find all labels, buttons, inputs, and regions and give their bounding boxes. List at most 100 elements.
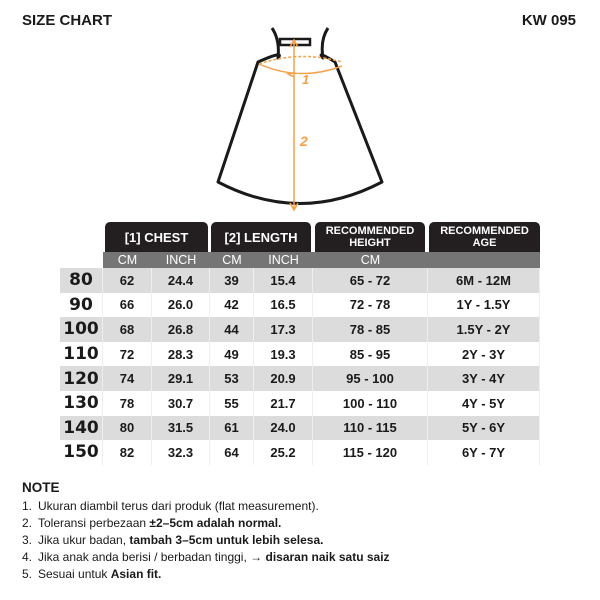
cell-size: 150 (60, 440, 103, 465)
cell-age: 6M - 12M (428, 268, 540, 293)
header-length: [2] LENGTH (211, 222, 311, 253)
cell-chest-cm: 72 (103, 341, 152, 367)
table-row: 90 66 26.0 42 16.5 72 - 78 1Y - 1.5Y (60, 292, 540, 318)
cell-chest-inch: 29.1 (152, 366, 210, 391)
note-text: Jika ukur badan, (38, 533, 130, 547)
cell-height: 95 - 100 (313, 366, 428, 391)
cell-size: 90 (60, 292, 103, 318)
note-number: 1. (22, 499, 33, 513)
note-text: Sesuai untuk (38, 567, 111, 581)
cell-size: 110 (60, 341, 103, 367)
note-item: 3. Jika ukur badan, tambah 3–5cm untuk le… (22, 532, 390, 549)
cell-length-cm: 53 (210, 366, 254, 391)
cell-length-inch: 20.9 (254, 366, 313, 391)
note-number: 5. (22, 567, 33, 581)
cell-size: 100 (60, 317, 103, 342)
cell-age: 5Y - 6Y (428, 415, 540, 441)
note-bold-text: ±2–5cm adalah normal. (149, 516, 282, 530)
cell-length-inch: 16.5 (254, 292, 313, 318)
cell-chest-cm: 80 (103, 415, 152, 441)
cell-age: 4Y - 5Y (428, 391, 540, 416)
cell-age: 1Y - 1.5Y (428, 292, 540, 318)
note-title: NOTE (22, 480, 60, 495)
cell-length-inch: 24.0 (254, 415, 313, 441)
table-row: 130 78 30.7 55 21.7 100 - 110 4Y - 5Y (60, 391, 540, 416)
cell-chest-cm: 68 (103, 317, 152, 342)
cell-height: 100 - 110 (313, 391, 428, 416)
cell-length-cm: 44 (210, 317, 254, 342)
note-number: 3. (22, 533, 33, 547)
note-bold-text: Asian fit. (110, 567, 162, 581)
note-item: 2. Toleransi perbezaan ±2–5cm adalah norm… (22, 515, 390, 532)
cell-length-inch: 19.3 (254, 341, 313, 367)
cell-length-inch: 17.3 (254, 317, 313, 342)
note-item: 5. Sesuai untuk Asian fit. (22, 566, 390, 583)
cell-chest-cm: 74 (103, 366, 152, 391)
cell-height: 110 - 115 (313, 415, 428, 441)
cell-length-cm: 55 (210, 391, 254, 416)
dress-diagram: 1 2 (216, 27, 384, 212)
cell-length-inch: 25.2 (254, 440, 313, 465)
measure-label-1: 1 (302, 72, 309, 87)
subheader-height-cm: CM (360, 253, 381, 267)
subheader-chest-inch: INCH (165, 253, 197, 267)
note-item: 1. Ukuran diambil terus dari produk (flat… (22, 498, 390, 515)
note-text: Jika anak anda berisi / berbadan tinggi,… (38, 550, 266, 564)
header-chest: [1] CHEST (105, 222, 208, 253)
cell-height: 65 - 72 (313, 268, 428, 293)
note-text: Toleransi perbezaan (38, 516, 150, 530)
subheader-chest-cm: CM (117, 253, 138, 267)
cell-length-cm: 64 (210, 440, 254, 465)
note-bold-text: tambah 3–5cm untuk lebih selesa. (129, 533, 324, 547)
cell-chest-inch: 26.8 (152, 317, 210, 342)
cell-chest-inch: 30.7 (152, 391, 210, 416)
cell-chest-inch: 32.3 (152, 440, 210, 465)
cell-age: 6Y - 7Y (428, 440, 540, 465)
subheader-length-cm: CM (222, 253, 242, 267)
cell-age: 1.5Y - 2Y (428, 317, 540, 342)
cell-length-inch: 15.4 (254, 268, 313, 293)
page-title: SIZE CHART (22, 12, 112, 29)
cell-chest-inch: 28.3 (152, 341, 210, 367)
note-number: 4. (22, 550, 33, 564)
cell-chest-cm: 62 (103, 268, 152, 293)
header-age: RECOMMENDED AGE (429, 222, 540, 253)
cell-length-cm: 39 (210, 268, 254, 293)
cell-length-cm: 49 (210, 341, 254, 367)
note-text: Ukuran diambil terus dari produk (flat m… (38, 499, 319, 513)
cell-height: 78 - 85 (313, 317, 428, 342)
subheader-length-inch: INCH (268, 253, 299, 267)
cell-height: 85 - 95 (313, 341, 428, 367)
cell-height: 72 - 78 (313, 292, 428, 318)
cell-chest-inch: 24.4 (152, 268, 210, 293)
note-item: 4. Jika anak anda berisi / berbadan tingg… (22, 549, 390, 566)
cell-age: 2Y - 3Y (428, 341, 540, 367)
cell-chest-cm: 66 (103, 292, 152, 318)
note-number: 2. (22, 516, 33, 530)
cell-size: 80 (60, 268, 103, 293)
cell-length-cm: 61 (210, 415, 254, 441)
measure-label-2: 2 (299, 133, 308, 149)
cell-chest-cm: 78 (103, 391, 152, 416)
table-row: 120 74 29.1 53 20.9 95 - 100 3Y - 4Y (60, 366, 540, 391)
cell-size: 120 (60, 366, 103, 391)
cell-age: 3Y - 4Y (428, 366, 540, 391)
table-row: 150 82 32.3 64 25.2 115 - 120 6Y - 7Y (60, 440, 540, 465)
cell-length-cm: 42 (210, 292, 254, 318)
cell-size: 140 (60, 415, 103, 441)
notes: NOTE 1. Ukuran diambil terus dari produk … (22, 480, 390, 583)
header-height: RECOMMENDED HEIGHT (315, 222, 425, 253)
cell-height: 115 - 120 (313, 440, 428, 465)
product-code: KW 095 (521, 12, 576, 29)
cell-chest-inch: 26.0 (152, 292, 210, 318)
table-row: 100 68 26.8 44 17.3 78 - 85 1.5Y - 2Y (60, 317, 540, 342)
note-bold-text: disaran naik satu saiz (265, 550, 390, 564)
table-row: 80 62 24.4 39 15.4 65 - 72 6M - 12M (60, 268, 540, 293)
cell-chest-inch: 31.5 (152, 415, 210, 441)
cell-length-inch: 21.7 (254, 391, 313, 416)
table-row: 110 72 28.3 49 19.3 85 - 95 2Y - 3Y (60, 341, 540, 367)
subheader-bar (103, 252, 540, 268)
table-row: 140 80 31.5 61 24.0 110 - 115 5Y - 6Y (60, 415, 540, 441)
cell-size: 130 (60, 391, 103, 416)
cell-chest-cm: 82 (103, 440, 152, 465)
